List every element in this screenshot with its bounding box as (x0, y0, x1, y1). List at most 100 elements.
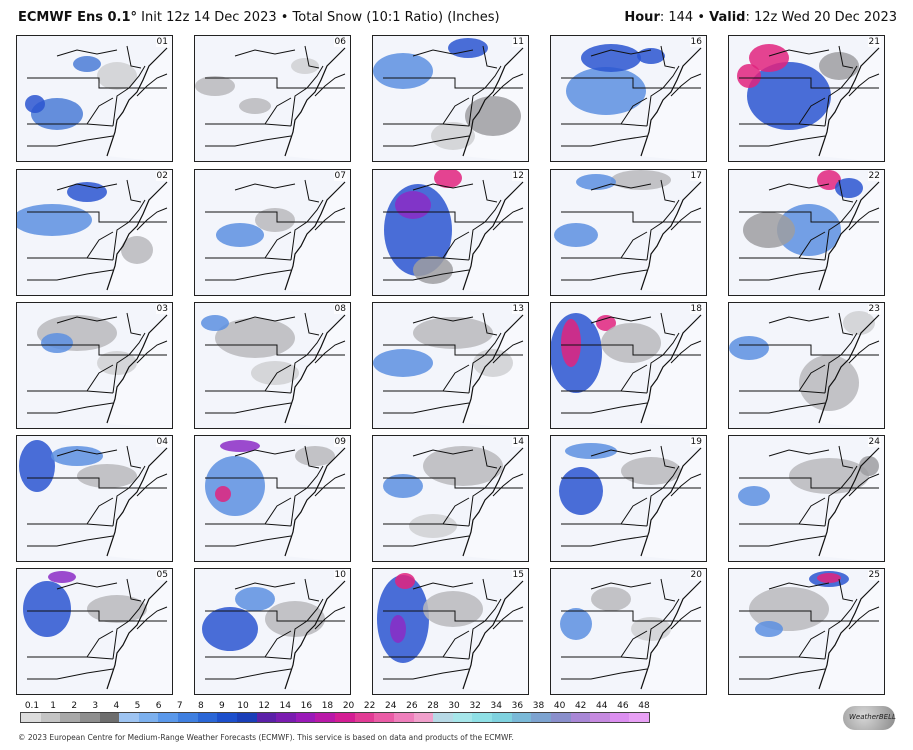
colorbar-swatch (178, 713, 198, 722)
coastline (284, 580, 346, 690)
run-info: Init 12z 14 Dec 2023 • Total Snow (10:1 … (137, 10, 500, 25)
member-panel-20: 20 (550, 568, 707, 695)
state-border (670, 207, 702, 231)
colorbar-swatch (492, 713, 512, 722)
state-border (561, 77, 701, 89)
state-border (205, 211, 345, 223)
state-border (482, 179, 498, 203)
snowfall-area (843, 311, 875, 335)
state-border (838, 445, 854, 469)
member-label: 22 (867, 171, 881, 181)
state-border (264, 497, 292, 525)
state-border (27, 668, 114, 680)
member-panel-11: 11 (372, 35, 529, 162)
state-border (136, 340, 168, 364)
snow-map (205, 170, 350, 295)
member-label: 11 (511, 37, 525, 47)
state-border (824, 199, 858, 261)
coastline (818, 314, 880, 424)
state-border (620, 97, 648, 125)
state-border (739, 402, 826, 414)
member-panel-16: 16 (550, 35, 707, 162)
ocean-area (285, 569, 350, 694)
colorbar-swatch (452, 713, 473, 722)
state-border (646, 199, 680, 261)
member-label: 16 (689, 37, 703, 47)
snow-map (559, 436, 706, 561)
ocean-area (641, 436, 706, 561)
state-border (205, 123, 292, 127)
snowfall-area (265, 601, 325, 637)
colorbar-swatch (609, 713, 630, 722)
snowfall-area (51, 446, 103, 466)
state-border (56, 49, 118, 57)
state-border (620, 497, 648, 525)
snowfall-area (747, 62, 831, 130)
state-border (412, 316, 474, 324)
colorbar-swatch (21, 713, 41, 722)
coastline (106, 314, 168, 424)
state-border (412, 582, 474, 590)
snow-map (739, 170, 884, 295)
state-border (768, 183, 830, 191)
member-label: 18 (689, 304, 703, 314)
state-border (561, 535, 648, 547)
member-label: 12 (511, 171, 525, 181)
snow-map (383, 170, 528, 295)
member-panel-12: 12 (372, 169, 529, 296)
snowfall-area (87, 595, 147, 623)
snowfall-area (216, 223, 264, 247)
state-border (482, 578, 498, 602)
state-border (739, 535, 826, 547)
colorbar-swatch (138, 713, 159, 722)
snow-map (560, 569, 706, 694)
snow-map (554, 170, 706, 295)
state-border (590, 183, 652, 191)
ocean-area (285, 36, 350, 161)
member-panel-25: 25 (728, 568, 885, 695)
snowfall-area (235, 587, 275, 611)
state-border (27, 257, 114, 261)
state-border (442, 97, 470, 125)
snowfall-area (561, 319, 581, 367)
valid-value: : 12z Wed 20 Dec 2023 (745, 10, 897, 25)
state-border (112, 332, 146, 394)
state-border (482, 445, 498, 469)
coastline (818, 47, 880, 157)
state-border (304, 312, 320, 336)
state-border (27, 390, 114, 394)
state-border (412, 49, 474, 57)
member-panel-22: 22 (728, 169, 885, 296)
snowfall-area (777, 204, 841, 256)
state-border (205, 135, 292, 147)
state-border (383, 402, 470, 414)
member-panel-15: 15 (372, 568, 529, 695)
member-panel-04: 04 (16, 435, 173, 562)
snowfall-area (291, 58, 319, 74)
colorbar-swatch (158, 713, 178, 722)
snowfall-area (554, 223, 598, 247)
colorbar-swatch (40, 713, 61, 722)
ocean-area (107, 569, 172, 694)
state-border (314, 473, 346, 497)
weatherbell-logo: WeatherBELL (843, 706, 896, 730)
state-border (620, 364, 648, 392)
state-border (112, 598, 146, 660)
state-border (56, 449, 118, 457)
snowfall-area (202, 607, 258, 651)
colorbar-tick-label: 24 (385, 701, 397, 711)
state-border (27, 269, 114, 281)
snowfall-area (395, 191, 431, 219)
ocean-area (285, 436, 350, 561)
state-border (383, 211, 523, 223)
snowfall-area (423, 446, 503, 486)
hour-value: : 144 • (659, 10, 710, 25)
state-border (468, 598, 502, 660)
state-border (670, 606, 702, 630)
state-border (234, 49, 296, 57)
state-border (86, 364, 114, 392)
snowfall-area (565, 443, 617, 459)
state-border (838, 45, 854, 69)
ocean-area (641, 303, 706, 428)
state-border (848, 340, 880, 364)
